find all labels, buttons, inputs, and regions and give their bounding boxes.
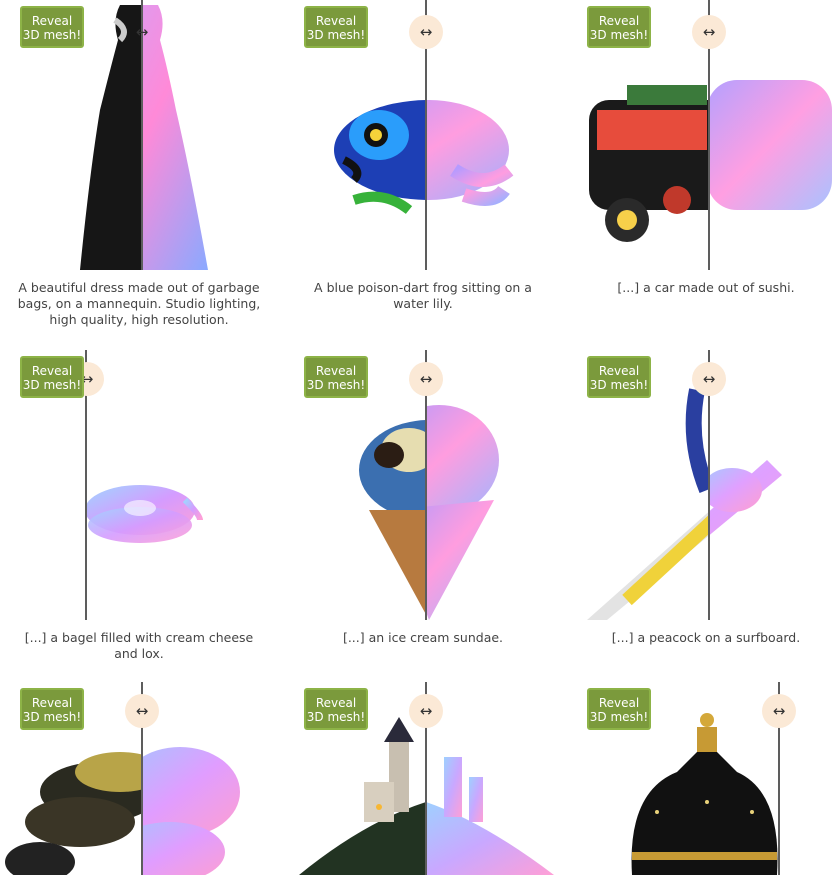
- left-right-arrow-icon[interactable]: ↔: [409, 362, 443, 396]
- caption: A blue poison-dart frog sitting on a wat…: [314, 280, 532, 311]
- left-right-arrow-icon[interactable]: ↔: [409, 694, 443, 728]
- caption: [...] an ice cream sundae.: [342, 630, 504, 645]
- comparison-viewer[interactable]: ↔ Reveal 3D mesh!: [0, 682, 278, 875]
- ice-cream-render: [359, 405, 499, 620]
- slider-divider[interactable]: [141, 0, 143, 270]
- caption: A beautiful dress made out of garbage ba…: [17, 280, 261, 327]
- slider-divider[interactable]: [708, 0, 710, 270]
- reveal-3d-mesh-button[interactable]: Reveal 3D mesh!: [587, 356, 651, 398]
- left-right-arrow-icon[interactable]: ↔: [692, 15, 726, 49]
- caption: [...] a peacock on a surfboard.: [611, 630, 801, 645]
- left-right-arrow-icon[interactable]: ↔: [762, 694, 796, 728]
- slider-divider[interactable]: [425, 0, 427, 270]
- caption: [...] a car made out of sushi.: [617, 280, 795, 295]
- left-right-arrow-icon[interactable]: ↔: [125, 694, 159, 728]
- slider-divider[interactable]: [141, 682, 143, 875]
- left-right-arrow-icon[interactable]: ↔: [692, 362, 726, 396]
- reveal-3d-mesh-button[interactable]: Reveal 3D mesh!: [304, 6, 368, 48]
- slider-divider[interactable]: [425, 682, 427, 875]
- slider-divider[interactable]: [425, 350, 427, 620]
- slider-divider[interactable]: [778, 682, 780, 875]
- left-right-arrow-icon[interactable]: ↔: [135, 23, 149, 41]
- comparison-viewer[interactable]: ↔ Reveal 3D mesh!: [567, 682, 833, 875]
- sushi-car-render: [589, 80, 832, 242]
- crown-render: [631, 713, 778, 875]
- comparison-viewer[interactable]: ↔ Reveal 3D mesh!: [284, 0, 562, 270]
- caption: [...] a bagel filled with cream cheese a…: [24, 630, 254, 661]
- reveal-3d-mesh-button[interactable]: Reveal 3D mesh!: [587, 6, 651, 48]
- reveal-3d-mesh-button[interactable]: Reveal 3D mesh!: [20, 356, 84, 398]
- left-right-arrow-icon[interactable]: ↔: [409, 15, 443, 49]
- reveal-3d-mesh-button[interactable]: Reveal 3D mesh!: [587, 688, 651, 730]
- cookies-render: [5, 747, 240, 875]
- reveal-3d-mesh-button[interactable]: Reveal 3D mesh!: [304, 688, 368, 730]
- frog-render: [334, 100, 514, 215]
- slider-divider[interactable]: [85, 350, 87, 620]
- comparison-viewer[interactable]: ↔ Reveal 3D mesh!: [284, 682, 562, 875]
- comparison-viewer[interactable]: ↔ Reveal 3D mesh!: [0, 350, 278, 620]
- slider-divider[interactable]: [708, 350, 710, 620]
- dress-render: [80, 5, 208, 270]
- reveal-3d-mesh-button[interactable]: Reveal 3D mesh!: [20, 688, 84, 730]
- reveal-3d-mesh-button[interactable]: Reveal 3D mesh!: [304, 356, 368, 398]
- bagel-render: [85, 485, 203, 543]
- comparison-viewer[interactable]: ↔ Reveal 3D mesh!: [0, 0, 278, 270]
- castle-render: [299, 717, 554, 875]
- comparison-viewer[interactable]: ↔ Reveal 3D mesh!: [567, 350, 833, 620]
- reveal-3d-mesh-button[interactable]: Reveal 3D mesh!: [20, 6, 84, 48]
- comparison-viewer[interactable]: ↔ Reveal 3D mesh!: [567, 0, 833, 270]
- comparison-viewer[interactable]: ↔ Reveal 3D mesh!: [284, 350, 562, 620]
